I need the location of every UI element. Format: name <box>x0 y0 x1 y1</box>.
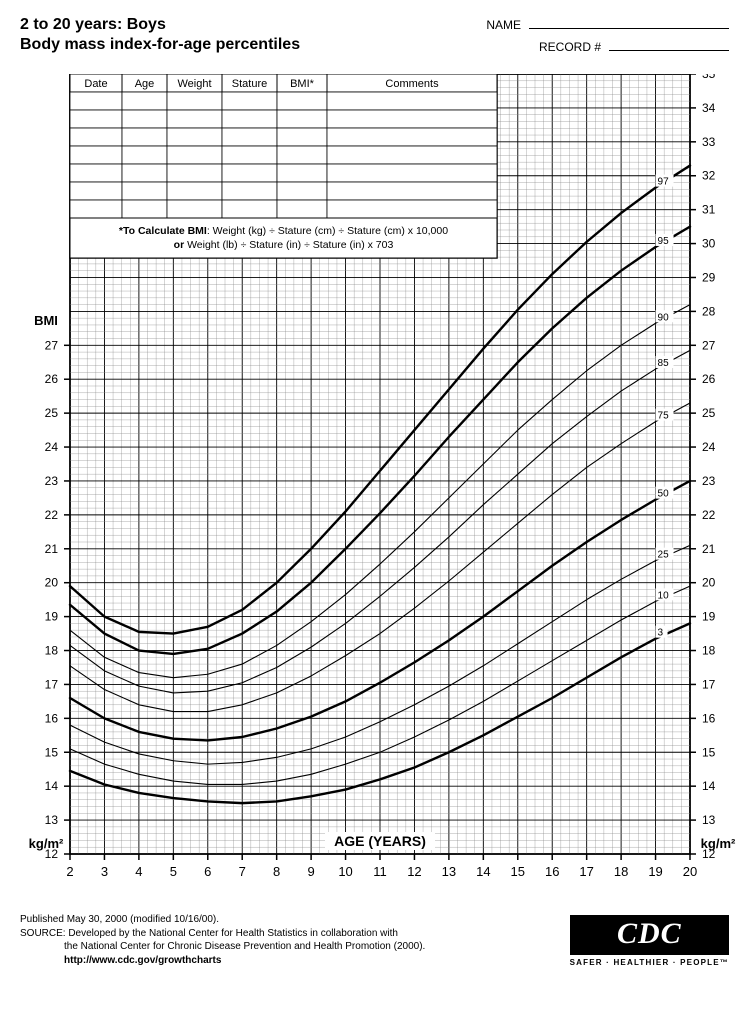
svg-text:33: 33 <box>702 135 716 149</box>
svg-text:13: 13 <box>442 864 456 879</box>
svg-text:18: 18 <box>702 644 716 658</box>
svg-text:Weight: Weight <box>177 78 211 90</box>
svg-text:7: 7 <box>239 864 246 879</box>
svg-text:27: 27 <box>702 338 716 352</box>
svg-text:3: 3 <box>101 864 108 879</box>
svg-text:26: 26 <box>45 372 59 386</box>
svg-text:12: 12 <box>407 864 421 879</box>
footer-url: http://www.cdc.gov/growthcharts <box>64 954 570 968</box>
svg-text:30: 30 <box>702 237 716 251</box>
svg-text:19: 19 <box>648 864 662 879</box>
svg-text:17: 17 <box>579 864 593 879</box>
svg-text:26: 26 <box>702 372 716 386</box>
svg-text:24: 24 <box>45 440 59 454</box>
patient-fields: NAME RECORD # <box>486 16 729 60</box>
svg-text:21: 21 <box>45 542 59 556</box>
svg-text:24: 24 <box>702 440 716 454</box>
svg-text:23: 23 <box>45 474 59 488</box>
svg-text:50: 50 <box>658 489 670 500</box>
chart-svg: 2345678910111213141516171819201213141516… <box>20 74 745 894</box>
title-line-2: Body mass index-for-age percentiles <box>20 36 486 54</box>
svg-text:15: 15 <box>702 745 716 759</box>
footer: Published May 30, 2000 (modified 10/16/0… <box>20 913 729 967</box>
svg-text:17: 17 <box>45 677 59 691</box>
svg-text:Age: Age <box>135 78 155 90</box>
svg-text:9: 9 <box>307 864 314 879</box>
svg-text:16: 16 <box>45 711 59 725</box>
svg-text:20: 20 <box>702 576 716 590</box>
svg-text:25: 25 <box>702 406 716 420</box>
svg-text:or Weight (lb) ÷ Stature (in): or Weight (lb) ÷ Stature (in) ÷ Stature … <box>174 239 394 251</box>
svg-text:8: 8 <box>273 864 280 879</box>
svg-text:23: 23 <box>702 474 716 488</box>
svg-text:21: 21 <box>702 542 716 556</box>
svg-text:75: 75 <box>658 411 670 422</box>
svg-text:2: 2 <box>66 864 73 879</box>
svg-text:15: 15 <box>511 864 525 879</box>
cdc-logo: CDC <box>570 915 729 955</box>
header: 2 to 20 years: Boys Body mass index-for-… <box>20 16 729 60</box>
svg-text:10: 10 <box>338 864 352 879</box>
svg-text:11: 11 <box>373 864 387 879</box>
svg-text:95: 95 <box>658 236 670 247</box>
svg-text:14: 14 <box>45 779 59 793</box>
svg-text:18: 18 <box>614 864 628 879</box>
svg-text:Stature: Stature <box>232 78 267 90</box>
svg-text:13: 13 <box>702 813 716 827</box>
record-label: RECORD # <box>539 40 601 54</box>
svg-text:BMI: BMI <box>34 313 58 328</box>
name-input-line[interactable] <box>529 16 729 29</box>
svg-text:16: 16 <box>702 711 716 725</box>
svg-text:6: 6 <box>204 864 211 879</box>
svg-text:Comments: Comments <box>385 78 439 90</box>
svg-text:20: 20 <box>45 576 59 590</box>
title-line-1: 2 to 20 years: Boys <box>20 16 486 34</box>
svg-text:22: 22 <box>702 508 716 522</box>
svg-text:*To Calculate BMI: Weight (kg): *To Calculate BMI: Weight (kg) ÷ Stature… <box>119 225 448 237</box>
svg-text:13: 13 <box>45 813 59 827</box>
svg-text:10: 10 <box>658 590 670 601</box>
footer-text: Published May 30, 2000 (modified 10/16/0… <box>20 913 570 967</box>
svg-text:34: 34 <box>702 101 716 115</box>
svg-text:28: 28 <box>702 304 716 318</box>
svg-text:27: 27 <box>45 338 59 352</box>
footer-src2: the National Center for Chronic Disease … <box>64 940 570 954</box>
svg-text:kg/m²: kg/m² <box>29 836 64 851</box>
svg-text:19: 19 <box>702 610 716 624</box>
svg-text:17: 17 <box>702 677 716 691</box>
svg-text:15: 15 <box>45 745 59 759</box>
svg-text:AGE (YEARS): AGE (YEARS) <box>334 833 426 849</box>
svg-text:90: 90 <box>658 312 670 323</box>
svg-text:97: 97 <box>658 177 670 188</box>
svg-text:20: 20 <box>683 864 697 879</box>
svg-text:31: 31 <box>702 203 716 217</box>
svg-text:Date: Date <box>84 78 107 90</box>
svg-text:29: 29 <box>702 270 716 284</box>
svg-text:25: 25 <box>45 406 59 420</box>
cdc-tagline: SAFER · HEALTHIER · PEOPLE™ <box>570 958 729 967</box>
svg-text:14: 14 <box>702 779 716 793</box>
svg-text:32: 32 <box>702 169 716 183</box>
svg-text:18: 18 <box>45 644 59 658</box>
svg-text:35: 35 <box>702 74 716 81</box>
svg-text:3: 3 <box>658 628 664 639</box>
svg-text:4: 4 <box>135 864 142 879</box>
title-block: 2 to 20 years: Boys Body mass index-for-… <box>20 16 486 54</box>
svg-text:19: 19 <box>45 610 59 624</box>
footer-pub: Published May 30, 2000 (modified 10/16/0… <box>20 914 219 925</box>
record-input-line[interactable] <box>609 38 729 51</box>
svg-text:kg/m²: kg/m² <box>701 836 736 851</box>
svg-text:25: 25 <box>658 550 670 561</box>
svg-text:5: 5 <box>170 864 177 879</box>
svg-text:16: 16 <box>545 864 559 879</box>
name-label: NAME <box>486 18 521 32</box>
footer-src1: SOURCE: Developed by the National Center… <box>20 928 398 939</box>
svg-text:22: 22 <box>45 508 59 522</box>
svg-text:85: 85 <box>658 358 670 369</box>
cdc-block: CDC SAFER · HEALTHIER · PEOPLE™ <box>570 915 729 967</box>
svg-text:BMI*: BMI* <box>290 78 315 90</box>
growth-chart: 2345678910111213141516171819201213141516… <box>20 74 729 899</box>
svg-text:14: 14 <box>476 864 490 879</box>
